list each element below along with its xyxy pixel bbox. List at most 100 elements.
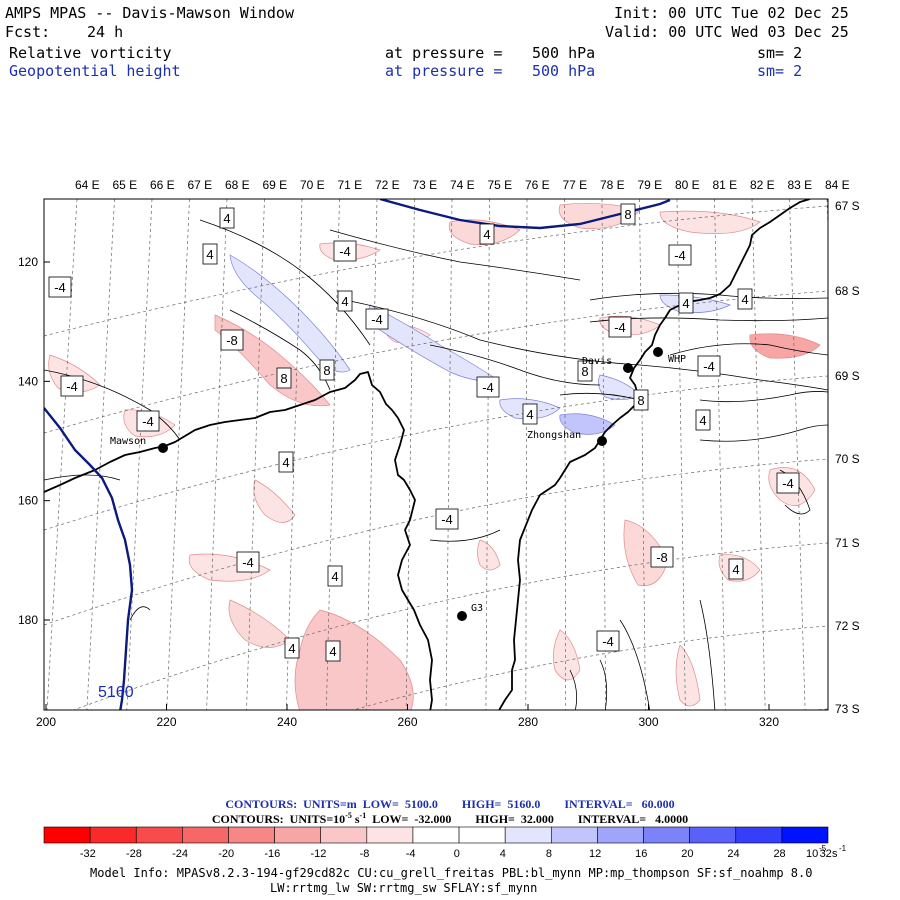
- neg-vort-patch: [294, 609, 414, 710]
- colorbar-segment: [689, 826, 737, 844]
- vorticity-label: -4: [602, 634, 614, 649]
- longitude-label: 71 E: [338, 178, 363, 192]
- colorbar-label: -24: [172, 848, 188, 860]
- station-label: Zhongshan: [527, 430, 581, 441]
- meridian-line: [325, 199, 340, 710]
- vorticity-label-box: [479, 223, 495, 245]
- vorticity-label-box: [337, 290, 353, 312]
- meridian-line: [485, 199, 490, 710]
- vorticity-label: 4: [329, 644, 336, 659]
- neg-vort-patch: [623, 519, 669, 587]
- field-1-pressure-label: at pressure =: [385, 44, 503, 62]
- vorticity-label-box: [60, 375, 84, 397]
- vorticity-label-box: [284, 637, 300, 659]
- meridian-line: [445, 199, 453, 710]
- vorticity-label: 8: [581, 364, 588, 379]
- vorticity-label-box: [319, 359, 335, 381]
- field-1-name: Relative vorticity: [9, 44, 172, 62]
- longitude-label: 80 E: [675, 178, 700, 192]
- colorbar-label: 8: [546, 848, 552, 860]
- vorticity-label-box: [596, 630, 620, 652]
- colorbar-label: -4: [406, 848, 416, 860]
- field-1-pressure: 500 hPa: [532, 44, 596, 62]
- x-tick-label: 240: [277, 715, 297, 729]
- vorticity-label: -4: [371, 312, 383, 327]
- model-info-line-1: Model Info: MPASv8.2.3-194-gf29cd82c CU:…: [90, 866, 813, 880]
- parallel-line: [44, 290, 828, 434]
- y-tick-label: 160: [18, 494, 38, 508]
- meridian-line: [126, 199, 153, 710]
- vorticity-label: 4: [341, 294, 348, 309]
- colorbar-segment: [458, 826, 506, 844]
- parallel-line: [44, 458, 828, 626]
- x-tick-label: 220: [156, 715, 176, 729]
- height-contour-label: 5160: [98, 684, 134, 701]
- colorbar-segment: [597, 826, 644, 844]
- longitude-label: 74 E: [450, 178, 475, 192]
- vorticity-shading: [48, 203, 821, 710]
- vorticity-label-box: [577, 360, 593, 382]
- vorticity-contour-info-exp: -5: [345, 811, 352, 820]
- vorticity-label: -4: [142, 414, 154, 429]
- colorbar-segment: [550, 826, 598, 844]
- colorbar-segment: [135, 826, 183, 844]
- vorticity-label: -4: [339, 244, 351, 259]
- y-axis-ticks: 120 140 160 180: [18, 255, 50, 627]
- colorbar-segment: [781, 826, 829, 844]
- station-label: Mawson: [110, 436, 146, 447]
- longitude-label: 83 E: [788, 178, 813, 192]
- vorticity-label: 8: [637, 393, 644, 408]
- longitude-label: 73 E: [413, 178, 438, 192]
- colorbar-unit-exp: -5: [819, 844, 827, 853]
- vorticity-label-box: [325, 640, 341, 662]
- vorticity-label-box: [278, 451, 294, 473]
- vorticity-label-box: [219, 207, 235, 229]
- neg-vort-patch: [749, 333, 821, 359]
- model-info-line-2: LW:rrtmg_lw SW:rrtmg_sw SFLAY:sf_mynn: [270, 881, 538, 895]
- neg-vort-patch: [228, 599, 291, 648]
- pos-vort-patch: [598, 374, 641, 400]
- vorticity-label: -4: [703, 359, 715, 374]
- longitude-label: 72 E: [375, 178, 400, 192]
- meridian-line: [564, 199, 567, 710]
- longitude-label: 69 E: [263, 178, 288, 192]
- vorticity-label: -4: [482, 380, 494, 395]
- vorticity-label: -8: [226, 333, 238, 348]
- neg-vort-patch: [659, 210, 761, 234]
- meridian-line: [365, 199, 378, 710]
- longitude-label: 67 E: [188, 178, 213, 192]
- colorbar-label: 24: [727, 848, 739, 860]
- colorbar-segment: [412, 826, 460, 844]
- vorticity-label: 4: [206, 247, 213, 262]
- meridian-line: [246, 199, 265, 710]
- vorticity-label-box: [737, 288, 753, 310]
- meridian-line: [405, 199, 415, 710]
- meridian-line: [286, 199, 303, 710]
- vorticity-contour-info-pre: CONTOURS: UNITS=10: [211, 812, 346, 826]
- vorticity-label: -4: [614, 320, 626, 335]
- valid-time: Valid: 00 UTC Wed 03 Dec 25: [605, 23, 849, 41]
- colorbar-label: 32: [820, 848, 832, 860]
- vorticity-label-box: [522, 403, 538, 425]
- field-2-pressure: 500 hPa: [532, 62, 596, 80]
- longitude-label: 70 E: [300, 178, 325, 192]
- meridian-line: [676, 199, 686, 710]
- x-tick-label: 280: [518, 715, 538, 729]
- vorticity-labels: 4 4 -4 -4 4 8 -4 -8 8 -4 -4 8 -4 4 -4 8 4 -4 4 -4 4 8 4 4 -4 -4 -4…: [48, 203, 800, 662]
- parallel-line: [352, 625, 828, 710]
- longitude-label: 82 E: [750, 178, 775, 192]
- colorbar-segment: [320, 826, 368, 844]
- pos-vort-patch: [368, 304, 496, 381]
- station-label: Davis: [582, 356, 612, 367]
- longitude-label: 75 E: [488, 178, 513, 192]
- neg-vort-patch: [253, 479, 296, 523]
- coastline: [44, 199, 811, 710]
- vorticity-label: -4: [782, 476, 794, 491]
- vorticity-label-box: [650, 546, 674, 568]
- x-tick-label: 260: [397, 715, 417, 729]
- colorbar-segment: [89, 826, 137, 844]
- longitude-label: 68 E: [225, 178, 250, 192]
- colorbar-label: -20: [218, 848, 234, 860]
- longitude-label: 64 E: [75, 178, 100, 192]
- colorbar-label: -28: [126, 848, 142, 860]
